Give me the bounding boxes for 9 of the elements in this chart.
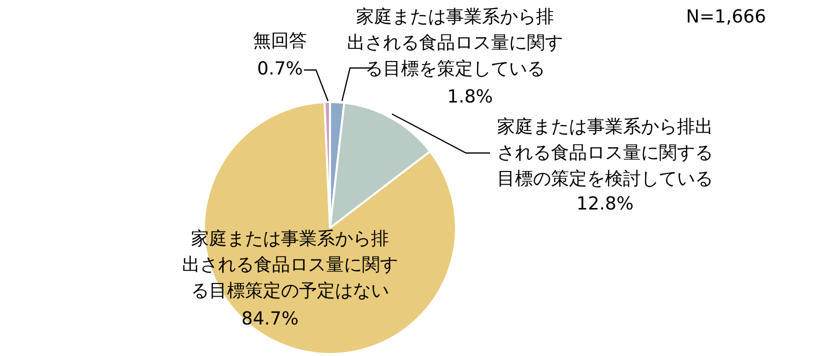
text: N=1,666 <box>686 6 766 28</box>
slice-label: 無回答 <box>253 30 307 52</box>
slice-label: 家庭または事業系から排出される食品ロス量に関する目標の策定を検討している <box>497 116 713 190</box>
data-label: 1.8% <box>447 86 493 108</box>
slice-label: 家庭または事業系から排出される食品ロス量に関する目標策定の予定はない <box>182 228 398 302</box>
data-label: 84.7% <box>241 308 299 330</box>
data-label: 0.7% <box>257 58 303 80</box>
data-label: 12.8% <box>576 194 634 215</box>
slice-label: 家庭または事業系から排出される食品ロス量に関する目標を策定している <box>347 6 563 80</box>
